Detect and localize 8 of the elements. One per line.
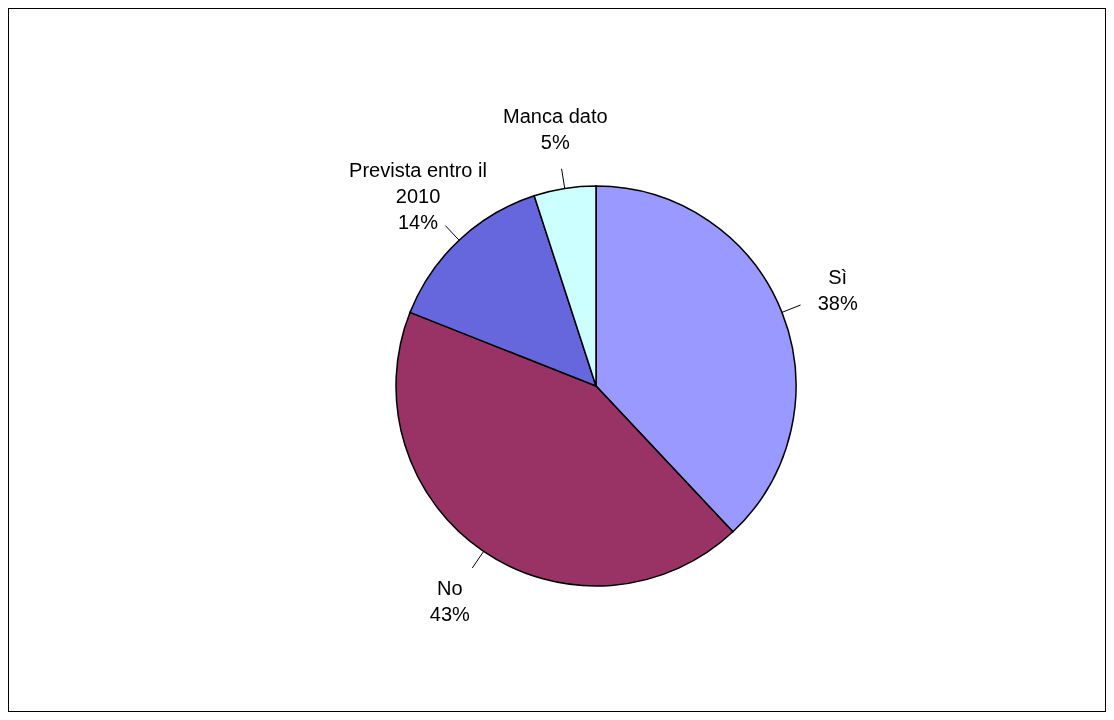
slice-label: Manca dato	[503, 105, 608, 128]
slice-label: No	[437, 577, 463, 600]
data-label: 43%	[429, 603, 471, 626]
slice-label: Prevista entro il 2010	[349, 159, 487, 208]
slice-label: Sì	[828, 266, 848, 289]
data-label: 14%	[398, 211, 439, 234]
data-label: 5%	[540, 131, 570, 154]
data-label: 38%	[817, 292, 858, 315]
